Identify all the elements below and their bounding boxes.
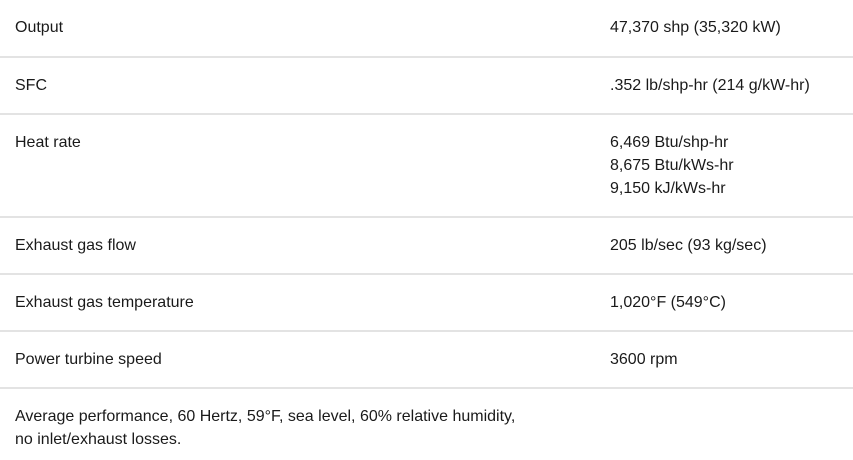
spec-row-sfc: SFC .352 lb/shp-hr (214 g/kW-hr) (0, 57, 853, 114)
spec-value-line: 1,020°F (549°C) (610, 294, 726, 311)
spec-value-line: 8,675 Btu/kWs-hr (610, 157, 734, 174)
spec-value: 3600 rpm (595, 331, 853, 388)
spec-label: Power turbine speed (15, 351, 162, 368)
spec-value: 47,370 shp (35,320 kW) (595, 0, 853, 57)
spec-row-power-turbine-speed: Power turbine speed 3600 rpm (0, 331, 853, 388)
spec-value: 205 lb/sec (93 kg/sec) (595, 217, 853, 274)
spec-value-line: 47,370 shp (35,320 kW) (610, 19, 781, 36)
spec-row-heat-rate: Heat rate 6,469 Btu/shp-hr 8,675 Btu/kWs… (0, 114, 853, 217)
spec-label: Exhaust gas temperature (15, 294, 194, 311)
spec-value-line: 9,150 kJ/kWs-hr (610, 180, 726, 197)
spec-label: Output (15, 19, 64, 36)
spec-label: Exhaust gas flow (15, 237, 136, 254)
spec-row-exhaust-gas-flow: Exhaust gas flow 205 lb/sec (93 kg/sec) (0, 217, 853, 274)
footnote-line: Average performance, 60 Hertz, 59°F, sea… (15, 408, 516, 425)
spec-value: .352 lb/shp-hr (214 g/kW-hr) (595, 57, 853, 114)
footnote: Average performance, 60 Hertz, 59°F, sea… (0, 388, 853, 460)
spec-row-exhaust-gas-temperature: Exhaust gas temperature 1,020°F (549°C) (0, 274, 853, 331)
spec-value: 6,469 Btu/shp-hr 8,675 Btu/kWs-hr 9,150 … (595, 114, 853, 217)
footnote-line: no inlet/exhaust losses. (15, 431, 182, 448)
spec-label: Heat rate (15, 134, 81, 151)
spec-value-line: 205 lb/sec (93 kg/sec) (610, 237, 767, 254)
footnote-row: Average performance, 60 Hertz, 59°F, sea… (0, 388, 853, 460)
spec-value-line: 6,469 Btu/shp-hr (610, 134, 729, 151)
spec-value-line: .352 lb/shp-hr (214 g/kW-hr) (610, 77, 810, 94)
spec-label: SFC (15, 77, 47, 94)
spec-row-output: Output 47,370 shp (35,320 kW) (0, 0, 853, 57)
spec-value: 1,020°F (549°C) (595, 274, 853, 331)
spec-value-line: 3600 rpm (610, 351, 678, 368)
